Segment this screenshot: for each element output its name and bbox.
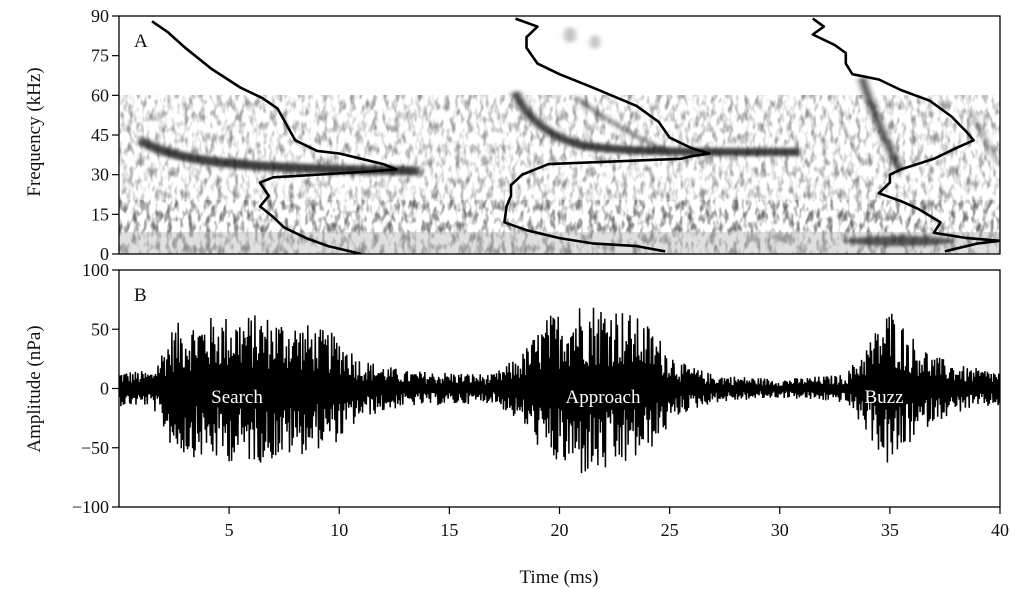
spectrum-lines: [151, 17, 1000, 254]
y-tick-label: 0: [100, 379, 109, 399]
x-tick-label: 10: [330, 520, 348, 540]
y-tick-label: 90: [91, 6, 109, 26]
waveform-trace: [119, 307, 1000, 474]
x-tick-label: 5: [225, 520, 234, 540]
spectrum-line-3: [811, 17, 1000, 253]
spectrum-line-1: [151, 20, 398, 254]
y-tick-label: 45: [91, 125, 109, 145]
x-tick-label: 40: [991, 520, 1009, 540]
y-tick-label: 30: [91, 165, 109, 185]
buzz-label: Buzz: [864, 387, 903, 408]
y-tick-label: 50: [91, 319, 109, 339]
y-tick-label: 100: [82, 260, 109, 280]
x-tick-label: 35: [881, 520, 899, 540]
y-tick-label: 0: [100, 244, 109, 264]
approach-label: Approach: [566, 387, 641, 408]
panel-a-y-axis-title: Frequency (kHz): [24, 67, 45, 196]
panel-a: A 0 15 30 45 60 75 90 Frequency (kHz): [24, 6, 1001, 264]
panel-a-letter: A: [134, 31, 148, 52]
panel-b-letter: B: [134, 285, 147, 306]
spectrum-line-2: [503, 17, 711, 253]
y-tick-label: 60: [91, 85, 109, 105]
y-tick-label: 75: [91, 46, 109, 66]
x-tick-label: 25: [661, 520, 679, 540]
x-tick-label: 30: [771, 520, 789, 540]
search-label: Search: [211, 387, 263, 408]
panel-b: B Search Approach Buzz −100 −50 0 50 100 5 10…: [24, 260, 1009, 588]
panel-b-x-axis: 5 10 15 20 25 30 35 40: [225, 507, 1009, 540]
x-tick-label: 15: [440, 520, 458, 540]
y-tick-label: 15: [91, 204, 109, 224]
y-tick-label: −50: [81, 438, 109, 458]
panel-b-y-axis: −100 −50 0 50 100: [72, 260, 119, 517]
y-tick-label: −100: [72, 497, 109, 517]
x-tick-label: 20: [551, 520, 569, 540]
panel-b-y-axis-title: Amplitude (nPa): [24, 325, 45, 452]
x-axis-title: Time (ms): [519, 567, 598, 588]
spectrogram-background: [119, 16, 1000, 254]
panel-a-y-axis: 0 15 30 45 60 75 90: [91, 6, 119, 264]
